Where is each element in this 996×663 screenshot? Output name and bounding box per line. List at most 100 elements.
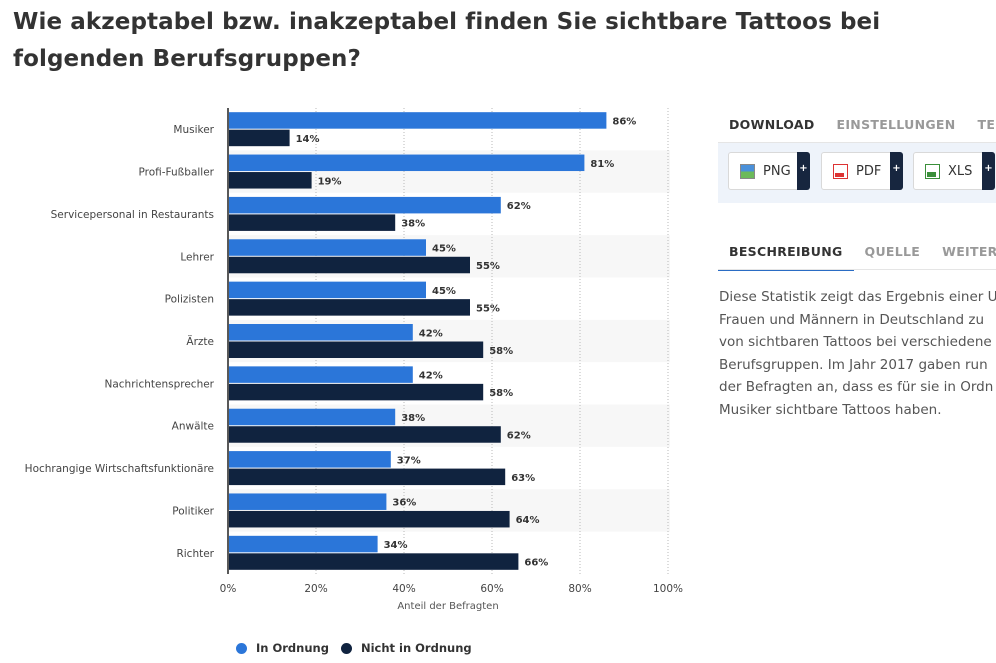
data-label: 66% bbox=[524, 558, 548, 569]
data-label: 37% bbox=[397, 455, 421, 466]
category-label: Polizisten bbox=[165, 294, 214, 306]
bar-nicht-in-ordnung bbox=[229, 256, 470, 274]
legend-marker-in-ordnung bbox=[236, 642, 247, 654]
category-label: Ärzte bbox=[186, 335, 214, 348]
bar-nicht-in-ordnung bbox=[229, 426, 501, 443]
chart-title: Wie akzeptabel bzw. inakzeptabel finden … bbox=[13, 9, 881, 72]
download-box: PNG + PDF + XLS + bbox=[718, 143, 996, 203]
bar-nicht-in-ordnung bbox=[229, 129, 290, 147]
legend-item-nicht-in-ordnung[interactable]: Nicht in Ordnung bbox=[340, 641, 472, 655]
x-tick-label: 60% bbox=[480, 583, 503, 595]
tab-quelle[interactable]: QUELLE bbox=[864, 244, 921, 259]
data-label: 14% bbox=[296, 134, 320, 145]
png-plus-icon: + bbox=[797, 152, 810, 190]
png-file-icon bbox=[740, 163, 755, 179]
pdf-file-icon bbox=[833, 163, 848, 179]
chart-legend: In Ordnung Nicht in Ordnung bbox=[236, 640, 484, 656]
data-label: 55% bbox=[476, 261, 500, 272]
bar-in-ordnung bbox=[229, 366, 413, 383]
description-line: von sichtbaren Tattoos bei verschiedene bbox=[719, 334, 992, 350]
data-label: 58% bbox=[489, 346, 513, 357]
x-tick-label: 40% bbox=[392, 583, 415, 595]
png-label: PNG bbox=[763, 163, 791, 179]
xls-download-button[interactable]: XLS + bbox=[913, 152, 995, 190]
category-label: Nachrichtensprecher bbox=[105, 378, 215, 390]
category-label: Politiker bbox=[172, 505, 214, 517]
xls-file-icon bbox=[925, 163, 940, 179]
bar-nicht-in-ordnung bbox=[229, 341, 484, 358]
bar-in-ordnung bbox=[229, 493, 387, 510]
data-label: 45% bbox=[432, 244, 456, 255]
bar-nicht-in-ordnung bbox=[229, 172, 312, 189]
data-label: 34% bbox=[384, 540, 408, 551]
bar-nicht-in-ordnung bbox=[229, 553, 519, 570]
category-label: Richter bbox=[176, 548, 214, 560]
description-text: Diese Statistik zeigt das Ergebnis einer… bbox=[719, 286, 996, 421]
legend-marker-nicht-in-ordnung bbox=[340, 642, 352, 654]
category-label: Profi-Fußballer bbox=[138, 167, 214, 179]
data-label: 38% bbox=[401, 219, 425, 230]
data-label: 86% bbox=[612, 116, 636, 127]
xls-plus-icon: + bbox=[982, 152, 995, 190]
description-line: Frauen und Männern in Deutschland zu bbox=[719, 311, 985, 328]
bar-in-ordnung bbox=[229, 451, 391, 468]
data-label: 62% bbox=[507, 430, 531, 441]
bar-in-ordnung bbox=[229, 324, 413, 341]
data-label: 62% bbox=[507, 201, 531, 212]
data-label: 63% bbox=[511, 473, 535, 484]
tab-einstellungen[interactable]: EINSTELLUNGEN bbox=[836, 117, 956, 132]
data-label: 38% bbox=[401, 413, 425, 424]
category-label: Servicepersonal in Restaurants bbox=[51, 209, 214, 221]
x-tick-label: 20% bbox=[304, 583, 327, 595]
bar-nicht-in-ordnung bbox=[229, 383, 484, 401]
tab-teilen[interactable]: TEILEN bbox=[977, 117, 996, 132]
x-tick-label: 100% bbox=[653, 583, 683, 595]
pdf-plus-icon: + bbox=[890, 152, 903, 190]
pdf-download-button[interactable]: PDF + bbox=[821, 152, 903, 190]
category-label: Lehrer bbox=[180, 251, 214, 263]
description-line: Musiker sichtbare Tattoos haben. bbox=[719, 401, 942, 418]
category-label: Musiker bbox=[173, 124, 214, 136]
data-label: 64% bbox=[516, 515, 540, 526]
bar-in-ordnung bbox=[229, 408, 396, 426]
legend-label-in-ordnung: In Ordnung bbox=[256, 641, 329, 655]
bar-in-ordnung bbox=[229, 112, 607, 129]
description-line: Berufsgruppen. Im Jahr 2017 gaben run bbox=[719, 356, 988, 373]
data-label: 19% bbox=[318, 176, 342, 187]
bar-in-ordnung bbox=[229, 154, 585, 172]
bar-in-ordnung bbox=[229, 196, 501, 214]
data-label: 81% bbox=[590, 159, 614, 170]
png-download-button[interactable]: PNG + bbox=[728, 152, 810, 190]
side-panel: DOWNLOAD EINSTELLUNGEN TEILEN PNG + PDF … bbox=[718, 108, 996, 663]
x-tick-label: 0% bbox=[220, 583, 237, 595]
bar-nicht-in-ordnung bbox=[229, 299, 470, 316]
x-tick-label: 80% bbox=[568, 583, 591, 595]
description-line: der Befragten an, dass es für sie in Ord… bbox=[719, 379, 994, 395]
x-axis-title: Anteil der Befragten bbox=[397, 601, 498, 612]
xls-label: XLS bbox=[948, 163, 973, 179]
bar-in-ordnung bbox=[229, 535, 378, 553]
tab-weitere-informationen[interactable]: WEITERE INFORMATIONEN bbox=[942, 244, 996, 259]
category-label: Anwälte bbox=[172, 421, 214, 433]
tab-download[interactable]: DOWNLOAD bbox=[718, 108, 826, 144]
data-label: 42% bbox=[419, 328, 443, 339]
tab-beschreibung[interactable]: BESCHREIBUNG bbox=[718, 235, 854, 271]
bar-nicht-in-ordnung bbox=[229, 510, 510, 528]
bar-chart: 0% 20% 40% 60% 80% 100% Anteil der Befragten Mu… bbox=[25, 108, 683, 612]
legend-label-nicht-in-ordnung: Nicht in Ordnung bbox=[360, 641, 472, 655]
data-label: 42% bbox=[419, 371, 443, 382]
download-tabs: DOWNLOAD EINSTELLUNGEN TEILEN bbox=[718, 108, 996, 144]
bar-nicht-in-ordnung bbox=[229, 214, 396, 231]
legend-item-in-ordnung[interactable]: In Ordnung bbox=[236, 641, 329, 655]
category-label: Hochrangige Wirtschaftsfunktionäre bbox=[25, 463, 214, 475]
info-tabs: BESCHREIBUNG QUELLE WEITERE INFORMATIONE… bbox=[718, 235, 996, 271]
info-tab-divider bbox=[718, 269, 996, 270]
description-line: Diese Statistik zeigt das Ergebnis einer… bbox=[719, 289, 996, 305]
bar-nicht-in-ordnung bbox=[229, 468, 506, 486]
tab-divider bbox=[718, 142, 996, 143]
data-label: 58% bbox=[489, 388, 513, 399]
data-label: 45% bbox=[432, 286, 456, 297]
bar-in-ordnung bbox=[229, 281, 426, 299]
pdf-label: PDF bbox=[856, 163, 882, 179]
bar-in-ordnung bbox=[229, 239, 426, 256]
